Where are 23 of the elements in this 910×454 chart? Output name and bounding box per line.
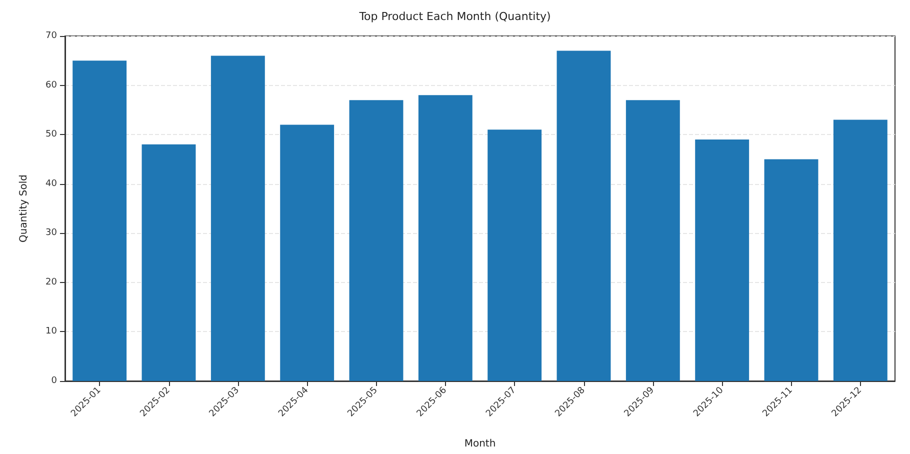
bar [280, 124, 334, 381]
y-tick-label: 0 [51, 376, 58, 386]
bar [488, 130, 542, 381]
y-tick-label: 30 [46, 228, 58, 238]
y-tick-label: 40 [46, 178, 58, 189]
x-axis-title: Month [464, 438, 496, 450]
y-tick-label: 10 [46, 326, 58, 337]
bar [142, 144, 196, 381]
bar [349, 100, 404, 381]
bar [626, 100, 680, 381]
y-tick-label: 50 [46, 130, 58, 140]
y-tick-label: 70 [46, 31, 58, 41]
y-tick-label: 20 [46, 277, 58, 288]
y-axis-title: Quantity Sold [18, 174, 30, 242]
bar [210, 56, 265, 381]
bar [695, 140, 750, 381]
bar [764, 159, 818, 381]
bar [418, 95, 472, 381]
y-tick-label: 60 [46, 80, 58, 90]
bar [72, 60, 127, 381]
bar [556, 50, 611, 381]
chart-title: Top Product Each Month (Quantity) [358, 10, 551, 23]
bar [833, 120, 888, 381]
